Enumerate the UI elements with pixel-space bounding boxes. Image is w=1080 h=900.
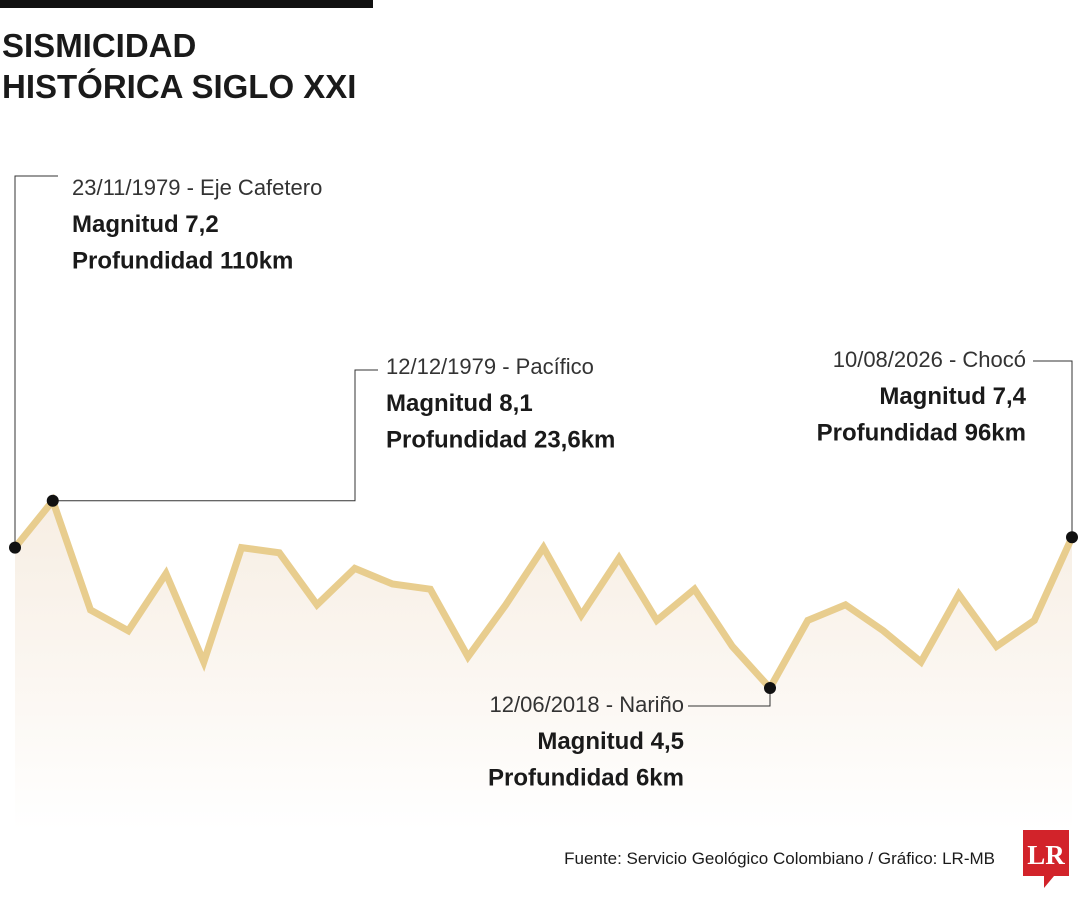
line	[12, 493, 1076, 694]
logo: LR	[1023, 830, 1069, 888]
chart-title: HISTÓRICA SIGLO XXI	[2, 68, 356, 105]
leader-line	[1033, 360, 1073, 538]
annotation-detail: Profundidad 96km	[817, 419, 1026, 446]
top-bar	[0, 0, 373, 8]
area	[15, 500, 1072, 830]
annotation-date: 12/12/1979 - Pacífico	[386, 354, 594, 379]
logo-shape	[1023, 830, 1069, 888]
annotation-detail: Magnitud 7,2	[72, 211, 219, 238]
leader-line	[52, 369, 378, 502]
source: Fuente: Servicio Geológico Colombiano / …	[564, 849, 995, 868]
chart-title: SISMICIDAD	[2, 27, 196, 64]
plot: 23/11/1979 - Eje Cafetero Magnitud 7,2 Pro…	[9, 175, 1078, 830]
marker	[46, 494, 59, 507]
marker	[764, 682, 776, 694]
annotation-date: 12/06/2018 - Nariño	[490, 692, 684, 717]
annotation-date: 10/08/2026 - Chocó	[833, 347, 1026, 372]
marker	[9, 541, 21, 554]
logo-text: LR	[1027, 840, 1065, 870]
annotation-detail: Profundidad 6km	[488, 764, 684, 791]
annotation-detail: Magnitud 8,1	[386, 390, 533, 417]
annotation-date: 23/11/1979 - Eje Cafetero	[72, 175, 322, 200]
marker	[1066, 531, 1078, 544]
annotation-detail: Profundidad 23,6km	[386, 426, 615, 453]
leader-line	[14, 175, 58, 548]
annotation-detail: Magnitud 7,4	[879, 383, 1026, 410]
annotation-detail: Profundidad 110km	[72, 247, 293, 274]
annotation-detail: Magnitud 4,5	[537, 728, 684, 755]
